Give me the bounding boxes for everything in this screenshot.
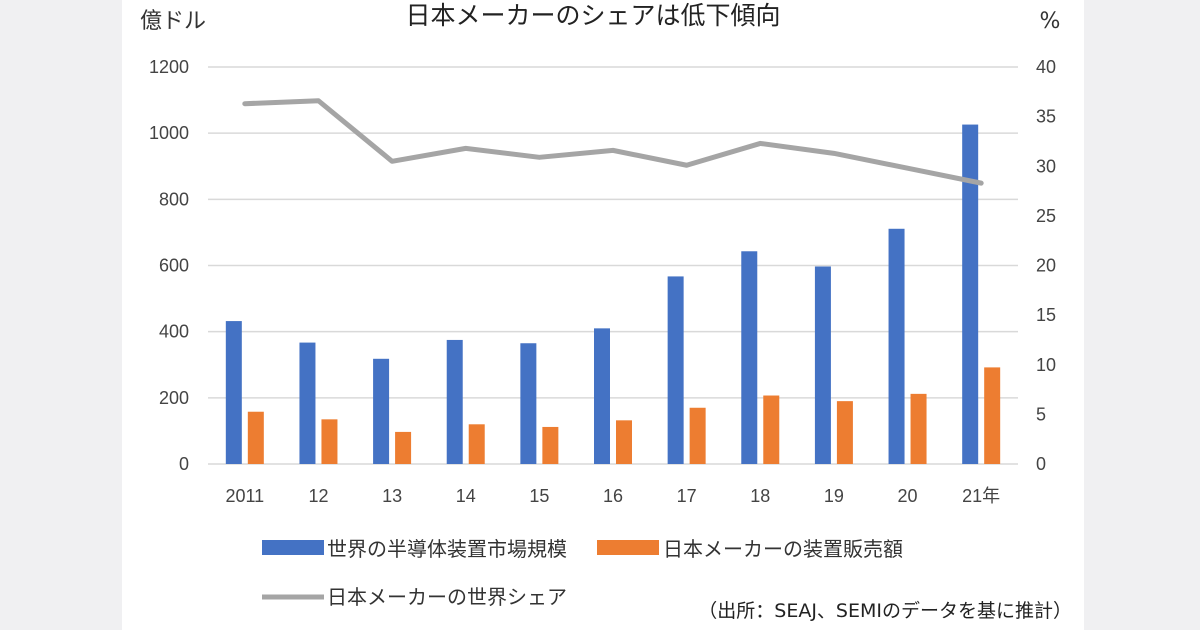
- bar-market-19: [814, 266, 831, 464]
- share-line: [242, 98, 984, 186]
- x-tick-label: 20: [898, 486, 918, 506]
- x-tick-label: 17: [677, 486, 697, 506]
- x-tick-label: 21年: [962, 486, 1000, 506]
- bar-sales-19: [836, 401, 853, 464]
- right-tick-label: 25: [1036, 206, 1056, 226]
- left-axis-ticks: 0 200 400 600 800 1000 1200: [149, 57, 189, 474]
- left-tick-label: 600: [159, 256, 189, 276]
- bars: [225, 124, 1001, 464]
- left-tick-label: 400: [159, 322, 189, 342]
- right-tick-label: 40: [1036, 57, 1056, 77]
- right-tick-label: 0: [1036, 454, 1046, 474]
- x-axis-ticks: 2011 12 13 14 15 16 17 18 19 20 21年: [225, 486, 1000, 506]
- share-line-path: [242, 98, 984, 186]
- left-tick-label: 200: [159, 388, 189, 408]
- bar-sales-2011: [247, 411, 264, 464]
- legend-swatch-market: [262, 540, 324, 555]
- bar-sales-16: [616, 420, 632, 464]
- bar-market-12: [299, 342, 316, 464]
- gridlines: [208, 66, 1018, 465]
- left-tick-label: 1000: [149, 123, 189, 143]
- bar-sales-21年: [984, 367, 1001, 464]
- bar-sales-18: [763, 395, 780, 464]
- right-axis-unit: %: [1040, 9, 1061, 34]
- bar-market-18: [741, 251, 758, 464]
- right-tick-label: 20: [1036, 256, 1056, 276]
- bar-sales-17: [689, 407, 706, 464]
- legend-label-sales: 日本メーカーの装置販売額: [663, 537, 903, 561]
- source-note: （出所：SEAJ、SEMIのデータを基に推計）: [698, 600, 1072, 622]
- bar-sales-20: [910, 393, 927, 464]
- bar-market-20: [888, 228, 905, 464]
- x-tick-label: 14: [456, 486, 476, 506]
- bar-market-14: [446, 339, 463, 464]
- bar-sales-14: [468, 424, 485, 464]
- right-tick-label: 35: [1036, 107, 1056, 127]
- bar-sales-13: [395, 431, 412, 464]
- bar-market-21年: [962, 124, 979, 464]
- x-tick-label: 18: [750, 486, 770, 506]
- x-tick-label: 19: [824, 486, 844, 506]
- right-tick-label: 30: [1036, 156, 1056, 176]
- legend-swatch-sales: [597, 540, 659, 555]
- bar-sales-15: [542, 426, 559, 464]
- left-tick-label: 800: [159, 189, 189, 209]
- bar-sales-12: [321, 419, 338, 464]
- left-tick-label: 1200: [149, 57, 189, 77]
- chart: 日本メーカーのシェアは低下傾向 億ドル % 020040060080010001…: [140, 1, 1072, 622]
- chart-frame: 日本メーカーのシェアは低下傾向 億ドル % 0 200 400 600 800 1000 1…: [122, 0, 1084, 630]
- bar-market-15: [520, 343, 537, 464]
- x-tick-label: 13: [382, 486, 402, 506]
- legend-label-market: 世界の半導体装置市場規模: [327, 537, 567, 561]
- bar-market-17: [667, 276, 684, 464]
- chart-title: 日本メーカーのシェアは低下傾向: [405, 1, 780, 30]
- x-tick-label: 15: [529, 486, 549, 506]
- legend-label-share: 日本メーカーの世界シェア: [327, 585, 567, 609]
- left-axis-unit: 億ドル: [140, 9, 206, 34]
- right-tick-label: 5: [1036, 404, 1046, 424]
- bar-market-2011: [225, 321, 242, 464]
- legend: 世界の半導体装置市場規模 日本メーカーの装置販売額 日本メーカーの世界シェア: [262, 537, 903, 609]
- x-tick-label: 2011: [225, 486, 264, 506]
- bar-market-16: [594, 328, 610, 464]
- x-tick-label: 16: [603, 486, 623, 506]
- x-tick-label: 12: [308, 486, 328, 506]
- right-tick-label: 10: [1036, 355, 1056, 375]
- bar-market-13: [373, 358, 390, 464]
- right-tick-label: 15: [1036, 305, 1056, 325]
- left-tick-label: 0: [179, 454, 189, 474]
- right-axis-ticks: 0 5 10 15 20 25 30 35 40: [1036, 57, 1056, 474]
